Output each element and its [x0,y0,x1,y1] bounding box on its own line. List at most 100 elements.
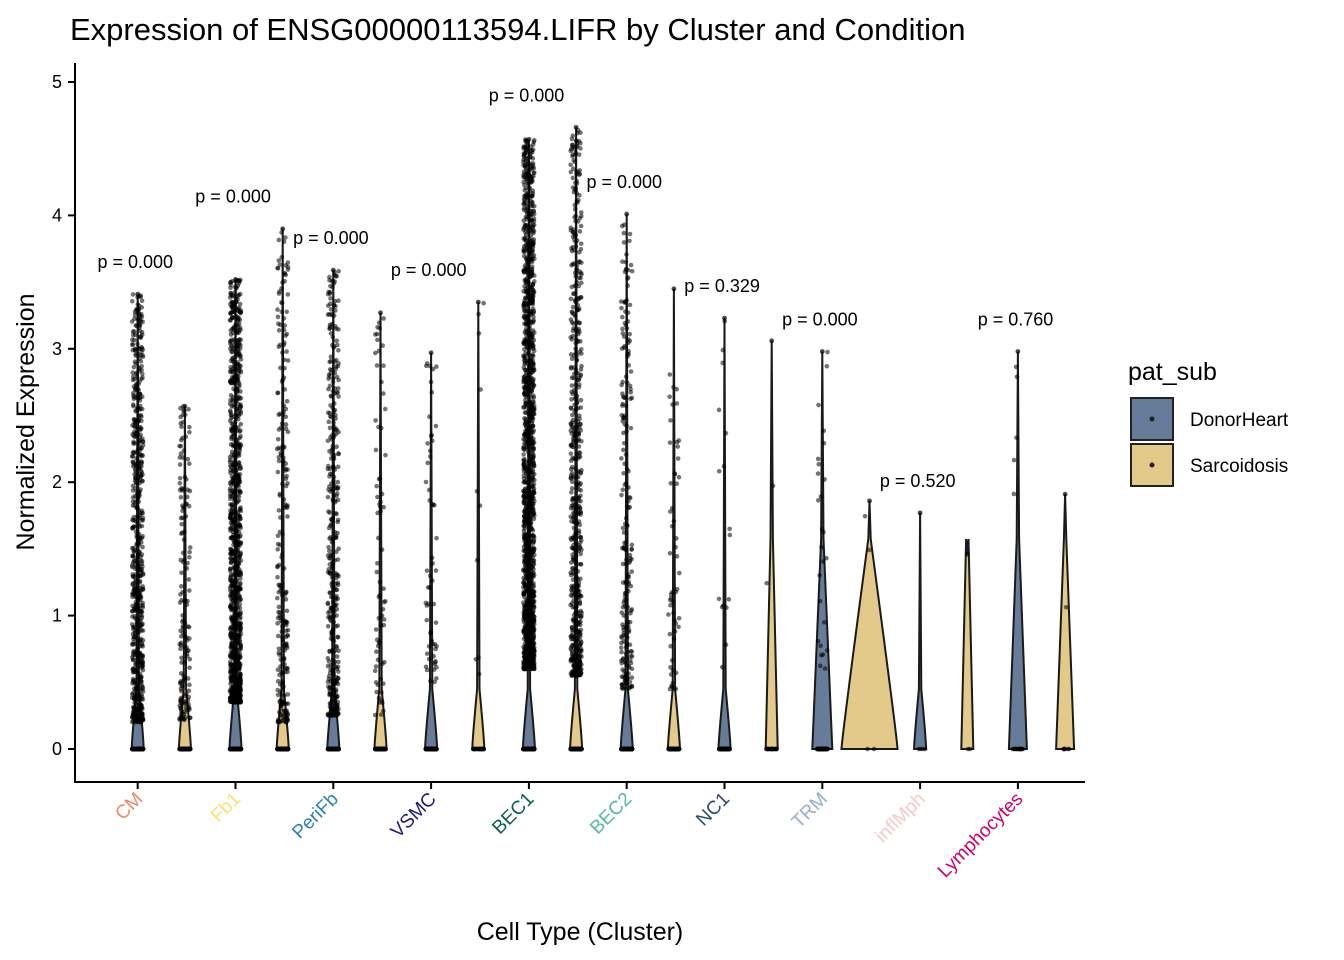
data-point [237,515,242,520]
data-point [329,629,335,634]
data-point [325,679,331,685]
data-point [129,691,135,697]
data-point [140,517,146,523]
data-point [130,454,135,459]
data-point [138,594,143,600]
data-point [139,558,145,564]
data-point [138,432,143,437]
data-point [327,425,333,431]
data-point [138,712,144,718]
data-point [137,391,143,397]
data-point [140,605,145,610]
points-BEC1-DonorHeart [521,136,537,752]
data-point [331,344,337,349]
data-point [137,323,142,328]
data-point [234,376,240,382]
data-point [531,570,536,576]
data-point [130,564,135,570]
data-point [531,170,537,176]
data-point [427,573,433,579]
data-point [331,619,336,625]
data-point [134,713,139,719]
data-point [236,585,241,591]
data-point [231,646,236,651]
data-point [232,289,238,295]
data-point [134,628,139,633]
data-point [130,503,136,508]
data-point [228,339,233,345]
data-point [138,474,144,479]
data-point [521,446,526,452]
data-point [230,315,235,320]
data-point [235,605,241,611]
data-point [133,475,139,480]
data-point [431,601,437,607]
data-point [140,319,145,325]
data-point [327,274,332,280]
data-point [329,432,335,438]
data-point [231,469,236,474]
data-point [129,298,135,304]
data-point [236,451,242,456]
data-point [431,653,436,659]
data-point [229,518,235,524]
data-point [228,511,234,517]
data-point [135,341,140,347]
data-point [336,347,341,353]
data-point [430,366,436,372]
data-point [330,695,335,700]
data-point [137,681,143,687]
data-point [424,603,430,608]
data-point [139,460,145,465]
data-point [330,388,336,394]
data-point [138,359,144,364]
data-point [330,278,336,284]
data-point [326,610,331,616]
data-point [228,368,233,373]
data-point [231,386,236,392]
data-point [236,443,242,448]
data-point [428,629,434,635]
data-point [433,620,439,625]
data-point [130,402,136,407]
data-point [329,565,335,571]
data-point [136,439,142,445]
data-point [237,673,243,679]
data-point [334,654,340,659]
data-point [135,302,141,307]
data-point [236,352,242,358]
data-point [134,307,139,313]
data-point [336,669,341,674]
data-point [335,386,341,391]
data-point [229,304,234,309]
data-point [131,441,136,446]
data-point [327,471,333,477]
data-point [335,479,341,485]
data-point [139,746,145,752]
data-point [427,448,433,454]
data-point [430,502,435,507]
data-point [229,412,234,417]
data-point [138,294,144,300]
data-point [523,320,529,326]
data-point [230,532,236,538]
data-point [328,307,334,312]
data-point [525,207,531,213]
data-point [229,474,235,479]
data-point [135,405,141,411]
data-point [331,456,337,462]
data-point [238,395,244,401]
data-point [236,293,241,298]
data-point [525,346,530,351]
data-point [234,393,239,399]
data-point [229,299,235,305]
data-point [335,486,340,492]
data-point [139,552,145,557]
data-point [327,615,333,620]
data-point [132,346,138,352]
data-point [335,676,341,681]
data-point [327,688,333,694]
data-point [522,277,528,283]
data-point [230,593,235,598]
data-point [137,671,143,677]
